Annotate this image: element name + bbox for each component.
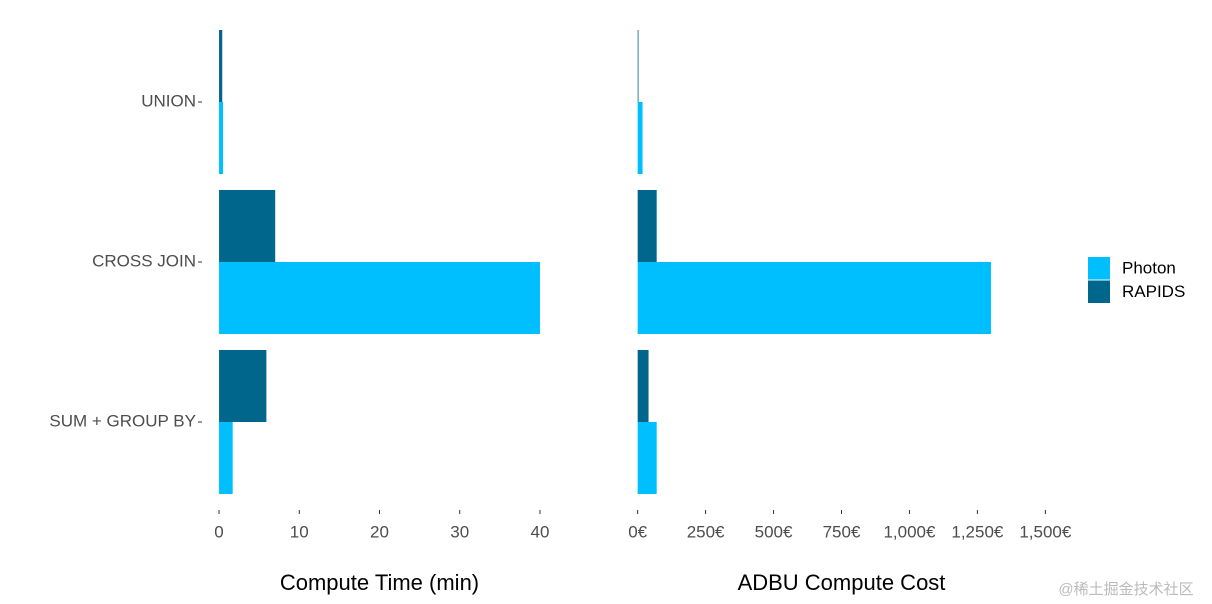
y-tick-label: SUM + GROUP BY: [49, 411, 196, 430]
legend-label: Photon: [1122, 258, 1176, 277]
y-tick-label: UNION: [141, 91, 196, 110]
x-axis-title: ADBU Compute Cost: [738, 570, 946, 595]
bar: [219, 190, 276, 262]
bar: [219, 262, 540, 334]
x-tick-label: 1,500€: [1019, 522, 1072, 541]
legend-key: [1088, 257, 1110, 280]
x-tick-label: 40: [530, 522, 549, 541]
x-tick-label: 30: [450, 522, 469, 541]
x-axis-title: Compute Time (min): [280, 570, 479, 595]
y-tick-label: CROSS JOIN: [92, 251, 196, 270]
x-tick-label: 20: [370, 522, 389, 541]
bar: [219, 350, 267, 422]
bar: [637, 190, 657, 262]
x-tick-label: 0€: [628, 522, 647, 541]
x-tick-label: 500€: [755, 522, 793, 541]
bar: [219, 422, 233, 494]
legend-key: [1088, 280, 1110, 303]
watermark: @稀土掘金技术社区: [1058, 581, 1193, 598]
bar: [219, 102, 224, 174]
bar: [637, 262, 991, 334]
bar: [637, 422, 657, 494]
bar: [637, 30, 639, 102]
bar: [637, 350, 649, 422]
x-tick-label: 1,250€: [951, 522, 1004, 541]
legend-label: RAPIDS: [1122, 282, 1185, 301]
x-tick-label: 750€: [823, 522, 861, 541]
x-tick-label: 0: [214, 522, 223, 541]
x-tick-label: 1,000€: [883, 522, 936, 541]
x-tick-label: 10: [290, 522, 309, 541]
x-tick-label: 250€: [687, 522, 725, 541]
bar: [637, 102, 643, 174]
bar: [219, 30, 223, 102]
